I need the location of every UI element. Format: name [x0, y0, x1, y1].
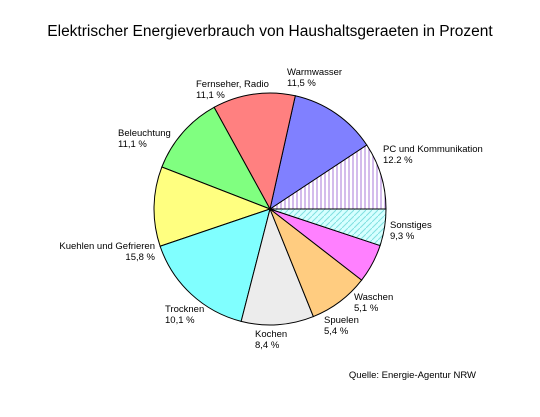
chart-title: Elektrischer Energieverbrauch von Hausha…: [47, 23, 493, 40]
slice-label: Spuelen: [324, 315, 359, 326]
slice-value-label: 8,4 %: [255, 340, 280, 351]
slice-value-label: 11,5 %: [287, 78, 316, 89]
pie-slice-pc-und-kommunikation: [269, 95, 368, 211]
slice-label: Trocknen: [165, 304, 204, 315]
pie-slice-fernseher-radio: [161, 106, 272, 210]
slice-label: Kochen: [255, 329, 287, 340]
slice-value-label: 15,8 %: [125, 252, 155, 263]
slice-value-label: 11,1 %: [196, 90, 225, 101]
slice-value-label: 5,1 %: [354, 303, 379, 314]
pie-slice-waschen: [269, 208, 387, 247]
slice-value-label: 5,4 %: [324, 326, 349, 337]
chart-source: Quelle: Energie-Agentur NRW: [349, 370, 476, 381]
pie-slice-kuehlen-und-gefrieren: [159, 208, 271, 322]
slice-value-label: 9,3 %: [390, 231, 415, 242]
slice-label: Kuehlen und Gefrieren: [59, 241, 155, 252]
slice-value-label: 11,1 %: [118, 139, 147, 150]
pie-slice-warmwasser: [213, 92, 296, 211]
slice-label: Fernseher, Radio: [196, 79, 269, 90]
slice-label: PC und Kommunikation: [383, 144, 483, 155]
slice-value-label: 10,1 %: [165, 315, 195, 326]
slice-label: Beleuchtung: [118, 128, 171, 139]
slice-value-label: 12.2 %: [383, 155, 413, 166]
slice-label: Warmwasser: [287, 67, 342, 78]
pie-slice-trocknen: [240, 207, 315, 326]
slice-label: Sonstiges: [390, 220, 432, 231]
slice-label: Waschen: [354, 292, 393, 303]
pie-slice-beleuchtung: [153, 166, 272, 247]
